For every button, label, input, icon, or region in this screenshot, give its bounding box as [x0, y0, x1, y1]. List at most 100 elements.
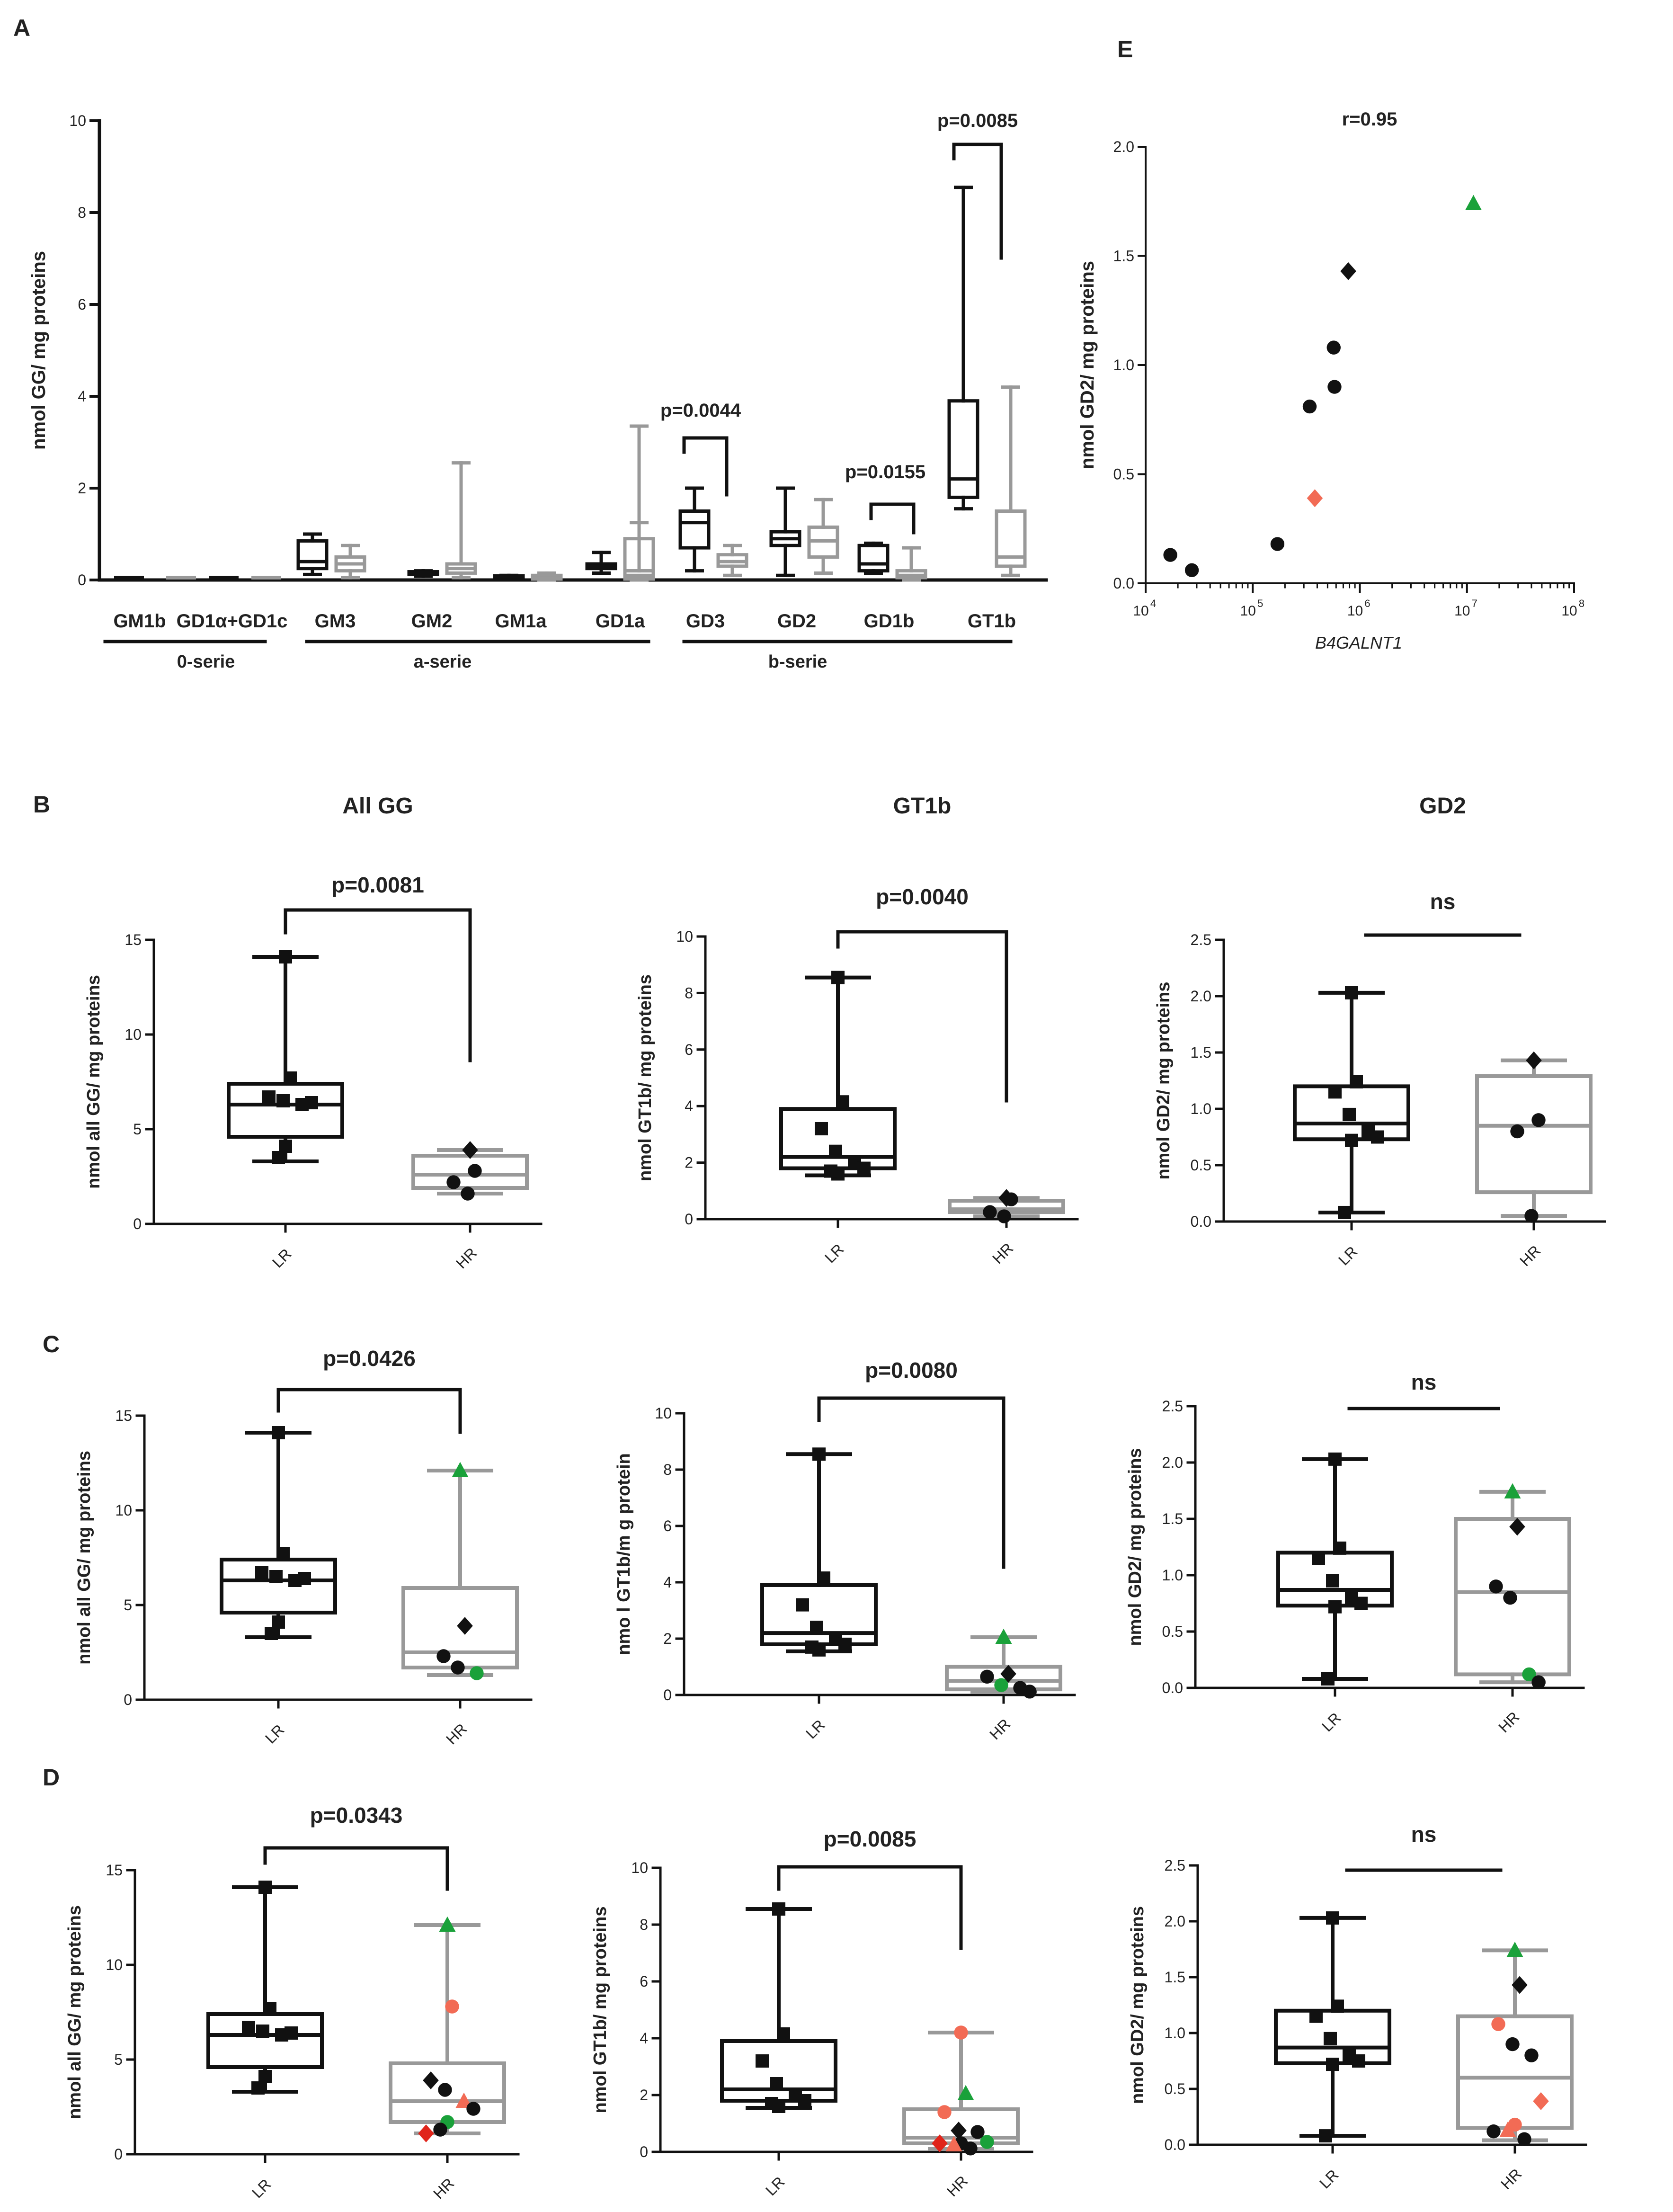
d2-point	[798, 2094, 811, 2107]
b2-y-tick-label: 10	[676, 928, 693, 945]
d3-x-tick-label: HR	[1497, 2165, 1525, 2193]
c2-y-tick-label: 8	[663, 1461, 672, 1478]
b3-y-tick-label: 0.0	[1191, 1213, 1211, 1230]
e-x-tick-exponent: 6	[1364, 598, 1370, 609]
d2-y-tick-label: 4	[640, 2030, 648, 2047]
a-category-label: GM1a	[495, 611, 547, 632]
c1-point	[276, 1547, 290, 1561]
d3-point	[1508, 2117, 1522, 2132]
b3-point	[1531, 1113, 1546, 1127]
c2-y-tick-label: 2	[663, 1630, 672, 1647]
d1-point	[466, 2102, 481, 2116]
d3-point	[1352, 2054, 1365, 2068]
d1-y-tick-label: 10	[106, 1956, 123, 1973]
e-x-axis-label: B4GALNT1	[1315, 633, 1402, 652]
d3-y-tick-label: 2.5	[1165, 1857, 1185, 1874]
b3-point	[1510, 1124, 1524, 1139]
b1-point	[305, 1096, 318, 1109]
c2-point	[838, 1637, 852, 1651]
e-point	[1270, 537, 1285, 551]
a-p-value: p=0.0085	[937, 110, 1018, 131]
b1-x-tick-label: HR	[453, 1244, 480, 1272]
a-p-value: p=0.0044	[660, 400, 741, 421]
b3-point	[1345, 986, 1358, 999]
d3-y-tick-label: 0.0	[1165, 2136, 1185, 2153]
d2-point	[777, 2027, 790, 2041]
c1-y-tick-label: 15	[115, 1407, 132, 1424]
c3-point	[1504, 1483, 1521, 1498]
d1-point	[285, 2026, 298, 2040]
b3-point	[1524, 1209, 1539, 1223]
a-box-hr-GD1a-extra-box	[623, 537, 655, 580]
c3-point	[1321, 1672, 1335, 1686]
e-y-tick-label: 0.5	[1113, 466, 1134, 483]
c1-point	[470, 1666, 484, 1680]
b3-x-tick-label: LR	[1335, 1243, 1361, 1268]
c3-x-tick-label: LR	[1318, 1709, 1344, 1735]
d2-point	[937, 2105, 952, 2119]
d1-point	[242, 2021, 255, 2034]
d3-box-hr-box	[1456, 2014, 1574, 2130]
d1-point	[423, 2071, 439, 2089]
a-y-tick-label: 0	[78, 571, 86, 589]
c2-point	[817, 1571, 830, 1585]
d2-point	[765, 2097, 778, 2110]
b1-y-tick-label: 15	[125, 931, 142, 948]
a-group-label: b-serie	[768, 652, 828, 672]
c2-x-tick-label: LR	[802, 1716, 828, 1742]
b2-point	[836, 1095, 849, 1109]
d3-point	[1326, 2058, 1339, 2071]
c1-point	[269, 1570, 283, 1583]
c2-point	[980, 1669, 994, 1684]
d1-point	[263, 2002, 276, 2015]
c1-point	[265, 1627, 278, 1640]
c1-x-tick-label: LR	[262, 1721, 287, 1747]
b1-y-axis-label: nmol all GG/ mg proteins	[84, 975, 104, 1189]
b1-point	[262, 1090, 276, 1104]
a-y-tick-label: 4	[78, 388, 86, 405]
d3-point	[1486, 2124, 1501, 2139]
d1-point	[438, 2083, 452, 2097]
d1-x-tick-label: HR	[430, 2175, 457, 2202]
e-x-tick-exponent: 8	[1579, 598, 1584, 609]
b2-point	[997, 1209, 1011, 1223]
b2-x-tick-label: LR	[821, 1240, 847, 1266]
d3-y-tick-label: 0.5	[1165, 2080, 1185, 2097]
b1-y-tick-label: 5	[133, 1121, 142, 1138]
b1-point	[279, 950, 292, 963]
d2-p-value: p=0.0085	[824, 1827, 917, 1851]
a-box-lr-GD1b-box	[857, 544, 890, 573]
b2-y-tick-label: 2	[685, 1154, 693, 1171]
d1-point	[433, 2123, 447, 2137]
d2-y-tick-label: 0	[640, 2143, 648, 2160]
b1-point	[284, 1071, 297, 1085]
d1-y-tick-label: 5	[114, 2051, 123, 2068]
d3-point	[1324, 2032, 1337, 2045]
a-group-label: a-serie	[414, 652, 472, 672]
b1-box-lr-box	[227, 1082, 344, 1139]
c3-point	[1328, 1600, 1342, 1614]
d2-point	[954, 2025, 968, 2040]
b3-y-tick-label: 0.5	[1191, 1157, 1211, 1174]
c1-point	[452, 1462, 469, 1477]
e-x-tick-exponent: 7	[1472, 598, 1477, 609]
b2-y-tick-label: 4	[685, 1097, 693, 1115]
b2-point	[831, 971, 845, 984]
a-y-tick-label: 6	[78, 296, 86, 313]
c1-y-axis-label: nmol all GG/ mg proteins	[74, 1451, 94, 1665]
d2-point	[756, 2054, 769, 2068]
b3-point	[1350, 1075, 1363, 1088]
d2-point	[980, 2135, 994, 2149]
c3-box-hr-box	[1454, 1517, 1571, 1677]
e-x-tick-exponent: 4	[1150, 598, 1156, 609]
c2-point	[1023, 1685, 1037, 1699]
e-point	[1326, 340, 1341, 355]
c3-y-tick-label: 2.5	[1162, 1398, 1183, 1415]
d2-point	[957, 2085, 974, 2100]
e-y-axis-label: nmol GD2/ mg proteins	[1077, 261, 1098, 469]
d3-point	[1533, 2092, 1549, 2110]
d3-point	[1319, 2129, 1332, 2143]
d2-point	[770, 2077, 783, 2090]
d1-x-tick-label: LR	[249, 2176, 274, 2201]
b2-point	[857, 1161, 871, 1175]
